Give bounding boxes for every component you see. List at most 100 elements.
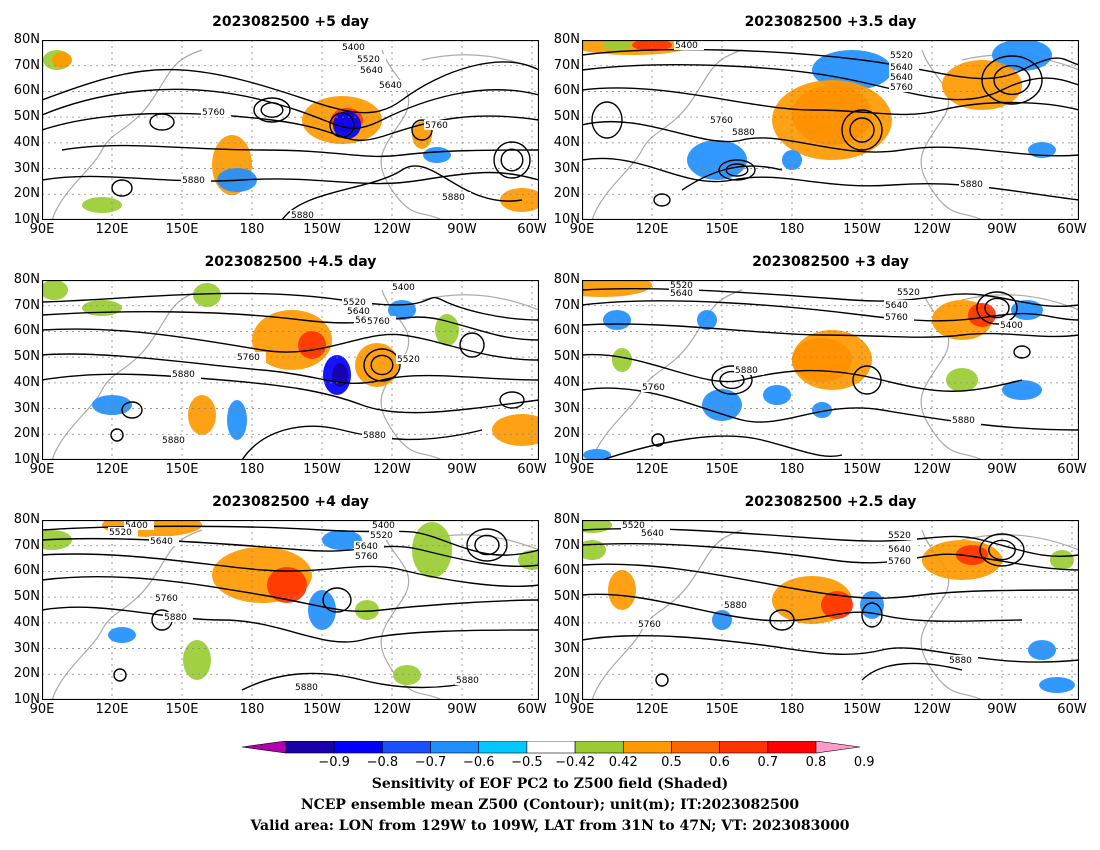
contour-label-bg — [294, 682, 324, 692]
sensitivity-shading — [267, 567, 307, 603]
longitude-tick-label: 150W — [303, 702, 341, 717]
longitude-tick-label: 120W — [373, 462, 411, 477]
sensitivity-shading — [812, 402, 832, 418]
z500-contour — [42, 373, 539, 414]
latitude-tick-label: 20N — [13, 186, 40, 202]
contour-label-bg — [124, 520, 154, 530]
sensitivity-shading — [82, 197, 122, 213]
longitude-tick-label: 150W — [843, 702, 881, 717]
caption-line-3: Valid area: LON from 129W to 109W, LAT f… — [250, 818, 850, 834]
map-frame — [42, 520, 539, 700]
latitude-tick-label: 60N — [553, 323, 580, 339]
contour-label-bg — [396, 354, 426, 364]
contour-label-bg — [621, 520, 651, 530]
contour-label: 5880 — [732, 128, 755, 138]
sensitivity-shading — [702, 389, 742, 421]
contour-label: 5760 — [638, 620, 661, 630]
latitude-tick-label: 60N — [13, 83, 40, 99]
latitude-tick-label: 60N — [13, 323, 40, 339]
contour-label: 5880 — [456, 676, 479, 686]
longitude-tick-label: 90E — [569, 462, 595, 477]
latitude-tick-label: 30N — [13, 160, 40, 176]
sensitivity-shading — [322, 530, 362, 550]
latitude-tick-label: 80N — [13, 32, 40, 47]
map-frame — [42, 280, 539, 460]
z500-contour-loop — [474, 534, 500, 556]
contour-label-bg — [951, 415, 981, 425]
sensitivity-shading — [582, 520, 612, 533]
z500-contour-loop — [149, 113, 175, 131]
z500-contour — [582, 542, 1079, 571]
latitude-tick-label: 70N — [553, 57, 580, 73]
z500-contour-loop — [111, 179, 133, 197]
contour-label: 5400 — [1000, 321, 1023, 331]
z500-contour-loop — [655, 673, 669, 687]
z500-contour-loop — [253, 97, 291, 123]
contour-label: 5880 — [162, 436, 185, 446]
latitude-tick-label: 50N — [553, 349, 580, 365]
z500-contour-loop — [718, 159, 756, 181]
latitude-tick-label: 30N — [553, 400, 580, 416]
z500-contour-loop — [841, 109, 883, 151]
longitude-tick-label: 120W — [373, 222, 411, 237]
contour-label: 5880 — [442, 193, 465, 203]
z500-contour-loop — [849, 117, 875, 143]
z500-contour-loop — [993, 64, 1031, 96]
latitude-tick-label: 30N — [13, 640, 40, 656]
sensitivity-shading — [423, 147, 451, 163]
contour-label: 5520 — [370, 531, 393, 541]
longitude-tick-label: 150W — [303, 462, 341, 477]
contour-label-bg — [163, 612, 193, 622]
sensitivity-shading — [355, 600, 379, 620]
latitude-tick-label: 30N — [553, 160, 580, 176]
sensitivity-shading — [193, 283, 221, 307]
contour-label-bg — [342, 297, 372, 307]
sensitivity-shading — [188, 395, 216, 435]
colorbar-swatch — [478, 740, 528, 754]
latitude-tick-label: 60N — [553, 563, 580, 579]
colorbar-min-arrow — [241, 740, 287, 754]
colorbar: −0.9 −0.8 −0.7 −0.6 −0.5 −0.42 0.42 0.5 0.6 0.7 0.… — [241, 740, 875, 780]
contour-label-bg — [356, 54, 386, 64]
contour-label-bg — [371, 520, 401, 530]
latitude-tick-label: 20N — [13, 426, 40, 442]
contour-label-bg — [455, 675, 485, 685]
sensitivity-shading — [697, 310, 717, 330]
contour-label: 5640 — [379, 81, 402, 91]
sensitivity-shading — [763, 385, 791, 405]
z500-contour — [42, 112, 539, 142]
colorbar-tick-label: −0.8 — [366, 755, 399, 770]
sensitivity-shading — [792, 330, 872, 390]
contour-label: 5880 — [949, 656, 972, 666]
longitude-tick-label: 120W — [913, 222, 951, 237]
latitude-tick-label: 70N — [13, 57, 40, 73]
z500-contour — [681, 165, 783, 191]
z500-contour-loop — [988, 539, 1016, 561]
z500-contour-loop — [651, 433, 665, 447]
panel-title: 2023082500 +4 day — [212, 494, 369, 510]
contour-label: 5760 — [642, 383, 665, 393]
latitude-tick-label: 40N — [553, 614, 580, 630]
sensitivity-shading — [603, 40, 631, 51]
colorbar-tick-label: 0.6 — [709, 755, 730, 770]
contour-label-bg — [354, 541, 384, 551]
sensitivity-shading — [1039, 677, 1075, 693]
sensitivity-shading — [82, 300, 122, 316]
sensitivity-shading — [108, 627, 136, 643]
latitude-tick-label: 70N — [13, 537, 40, 553]
longitude-tick-label: 180 — [779, 462, 805, 477]
longitude-tick-label: 60W — [1057, 462, 1087, 477]
latitude-tick-label: 40N — [13, 134, 40, 150]
contour-label-bg — [290, 210, 320, 220]
caption-line-1: Sensitivity of EOF PC2 to Z500 field (Sh… — [371, 776, 729, 792]
longitude-tick-label: 150E — [705, 702, 739, 717]
contour-label-bg — [674, 40, 704, 50]
longitude-tick-label: 120W — [373, 702, 411, 717]
contour-label-bg — [887, 544, 917, 554]
contour-label: 5520 — [343, 298, 366, 308]
z500-contour — [42, 292, 539, 321]
latitude-tick-label: 80N — [553, 32, 580, 47]
contour-label: 5400 — [125, 521, 148, 531]
longitude-tick-label: 60W — [517, 702, 547, 717]
